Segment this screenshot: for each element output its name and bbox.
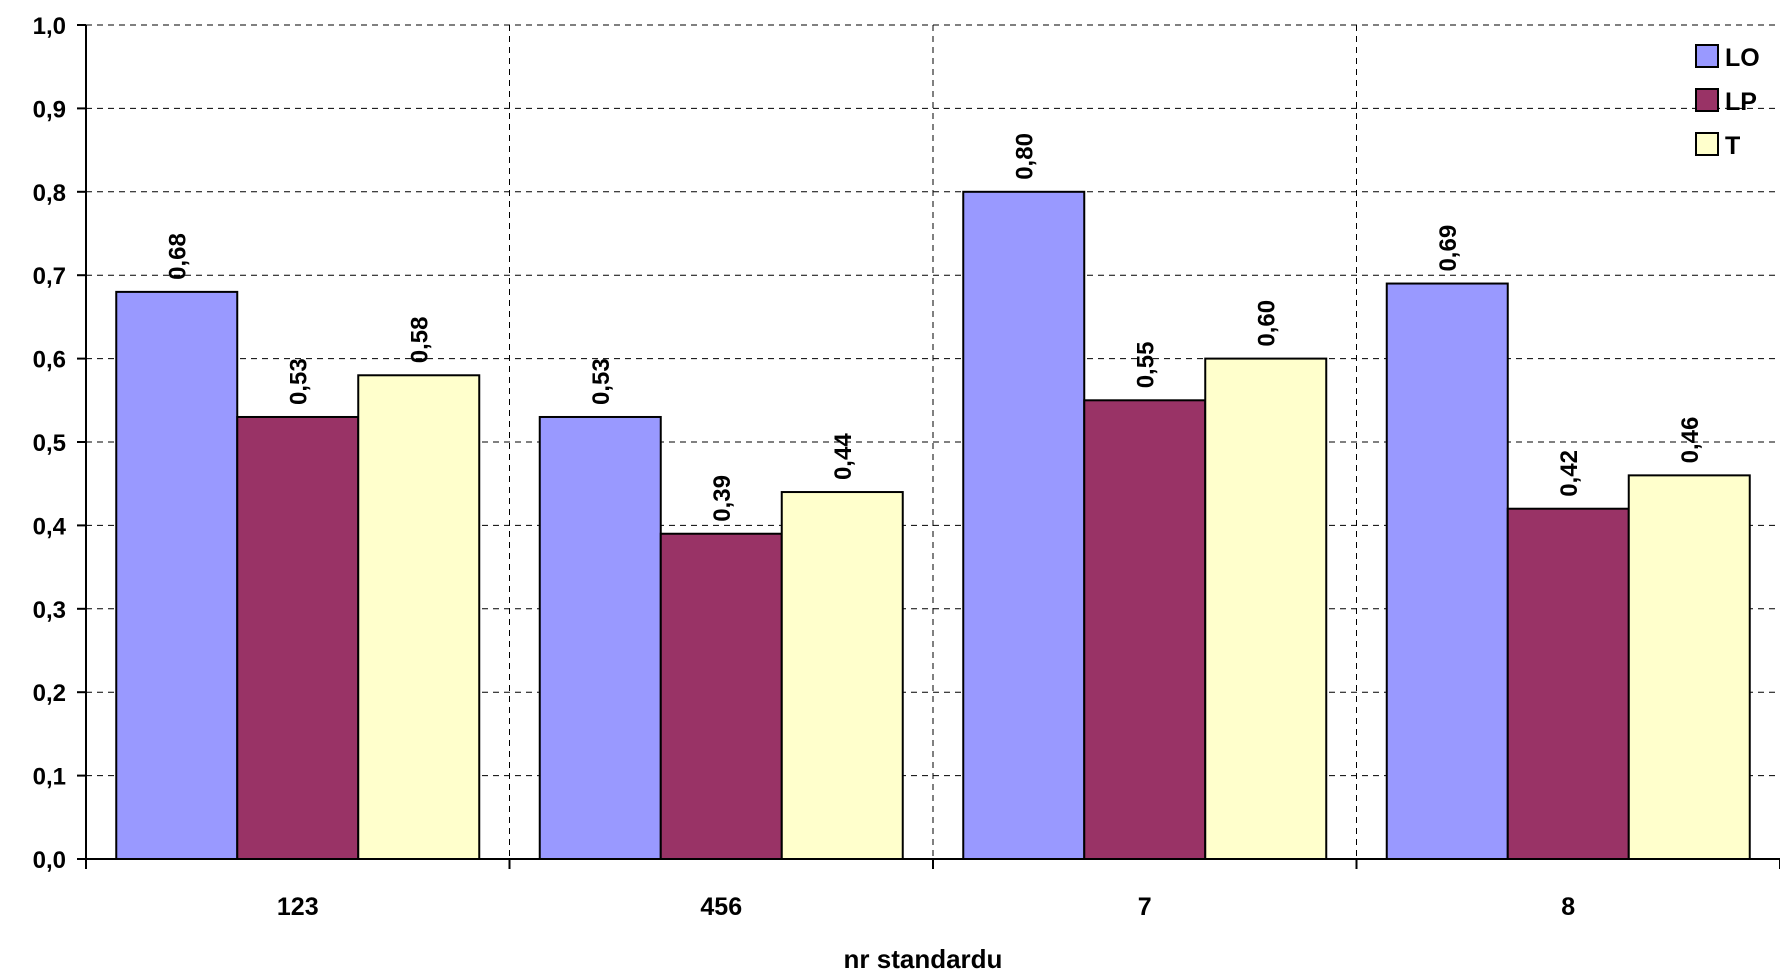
- legend-label-lp: LP: [1725, 88, 1757, 116]
- y-tick-label: 0,9: [33, 96, 66, 123]
- y-tick-label: 0,7: [33, 263, 66, 290]
- data-label: 0,60: [1254, 300, 1281, 347]
- bar-lo-456: [538, 415, 662, 860]
- legend-label-lo: LO: [1725, 44, 1760, 72]
- y-tick-label: 0,4: [33, 513, 67, 540]
- data-label: 0,53: [286, 358, 313, 405]
- legend-swatch-t: [1695, 132, 1719, 156]
- axes: [77, 24, 1780, 869]
- bar-t-8: [1627, 474, 1751, 860]
- legend-label-t: T: [1725, 132, 1740, 160]
- x-tick-label: 7: [1138, 893, 1152, 921]
- data-label: 0,69: [1435, 225, 1462, 272]
- y-tick-label: 0,2: [33, 680, 66, 707]
- data-label: 0,39: [709, 475, 736, 522]
- bar-lp-123: [236, 415, 360, 860]
- bar-t-456: [780, 491, 904, 860]
- data-label: 0,46: [1677, 417, 1704, 464]
- bar-lp-8: [1506, 507, 1630, 860]
- y-tick-label: 0,8: [33, 180, 66, 207]
- x-tick-label: 8: [1561, 893, 1575, 921]
- x-category-labels: 123 456 7 8: [277, 893, 1575, 921]
- bar-lo-8: [1385, 282, 1509, 861]
- bar-lo-7: [962, 190, 1086, 861]
- y-tick-label: 0,5: [33, 430, 66, 457]
- legend-swatch-lp: [1695, 88, 1719, 112]
- y-tick-label: 0,3: [33, 597, 66, 624]
- data-label: 0,55: [1133, 342, 1160, 389]
- data-label: 0,58: [407, 317, 434, 364]
- data-label: 0,53: [588, 358, 615, 405]
- x-tick-label: 456: [700, 893, 742, 921]
- bars: [115, 190, 1751, 861]
- data-labels: 0,68 0,53 0,58 0,53 0,39 0,44 0,80 0,55 0,60 0,69…: [165, 133, 1705, 522]
- data-label: 0,68: [165, 233, 192, 280]
- data-label: 0,44: [830, 433, 857, 480]
- bar-t-7: [1204, 357, 1328, 860]
- data-label: 0,80: [1012, 133, 1039, 180]
- bar-lo-123: [115, 290, 239, 860]
- y-tick-label: 0,6: [33, 347, 66, 374]
- legend: LO LP T: [1695, 44, 1760, 160]
- bar-lp-456: [659, 532, 783, 860]
- y-tick-labels: 0,0 0,1 0,2 0,3 0,4 0,5 0,6 0,7 0,8 0,9 1,0: [33, 13, 67, 874]
- y-tick-label: 0,1: [33, 764, 66, 791]
- data-label: 0,42: [1556, 450, 1583, 497]
- y-tick-label: 1,0: [33, 13, 66, 40]
- legend-swatch-lo: [1695, 44, 1719, 68]
- y-tick-label: 0,0: [33, 847, 66, 874]
- x-axis-title: nr standardu: [844, 944, 1003, 974]
- bar-t-123: [357, 374, 481, 860]
- bar-lp-7: [1083, 399, 1207, 860]
- x-tick-label: 123: [277, 893, 319, 921]
